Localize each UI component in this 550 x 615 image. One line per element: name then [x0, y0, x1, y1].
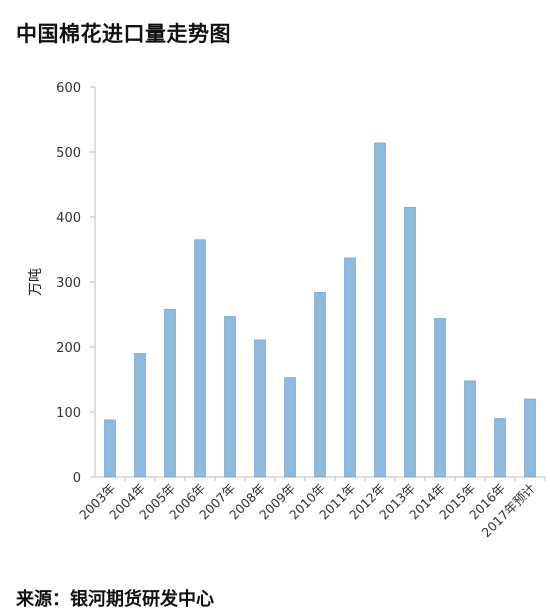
bar-chart: 0100200300400500600万吨2003年2004年2005年2006…	[28, 81, 546, 540]
bar-2014年	[434, 318, 446, 478]
chart-title: 中国棉花进口量走势图	[16, 22, 231, 46]
y-tick-label: 200	[56, 341, 81, 356]
bar-2012年	[374, 142, 386, 478]
bar-2004年	[134, 353, 146, 478]
bar-2013年	[404, 206, 416, 478]
y-tick-label: 0	[73, 471, 81, 486]
bar-2016年	[494, 418, 506, 478]
y-tick-label: 500	[56, 146, 81, 161]
bar-2009年	[284, 377, 296, 478]
y-tick-label: 600	[56, 81, 81, 96]
bar-2010年	[314, 292, 326, 478]
bar-2007年	[224, 316, 236, 478]
y-tick-label: 100	[56, 406, 81, 421]
bar-2005年	[164, 309, 176, 478]
bar-2015年	[464, 380, 476, 478]
y-axis-title: 万吨	[28, 268, 44, 296]
bar-2003年	[104, 419, 116, 478]
bar-2017年预计	[524, 398, 536, 478]
bar-2006年	[194, 239, 206, 478]
bar-2011年	[344, 257, 356, 478]
bar-2008年	[254, 339, 266, 478]
chart-area: 0 100 200 300 400 500 600 万吨 2003年 2004年 2005年 2006…	[0, 60, 550, 580]
source-note: 来源：银河期货研发中心	[16, 589, 214, 610]
y-tick-label: 400	[56, 211, 81, 226]
y-tick-label: 300	[56, 276, 81, 291]
